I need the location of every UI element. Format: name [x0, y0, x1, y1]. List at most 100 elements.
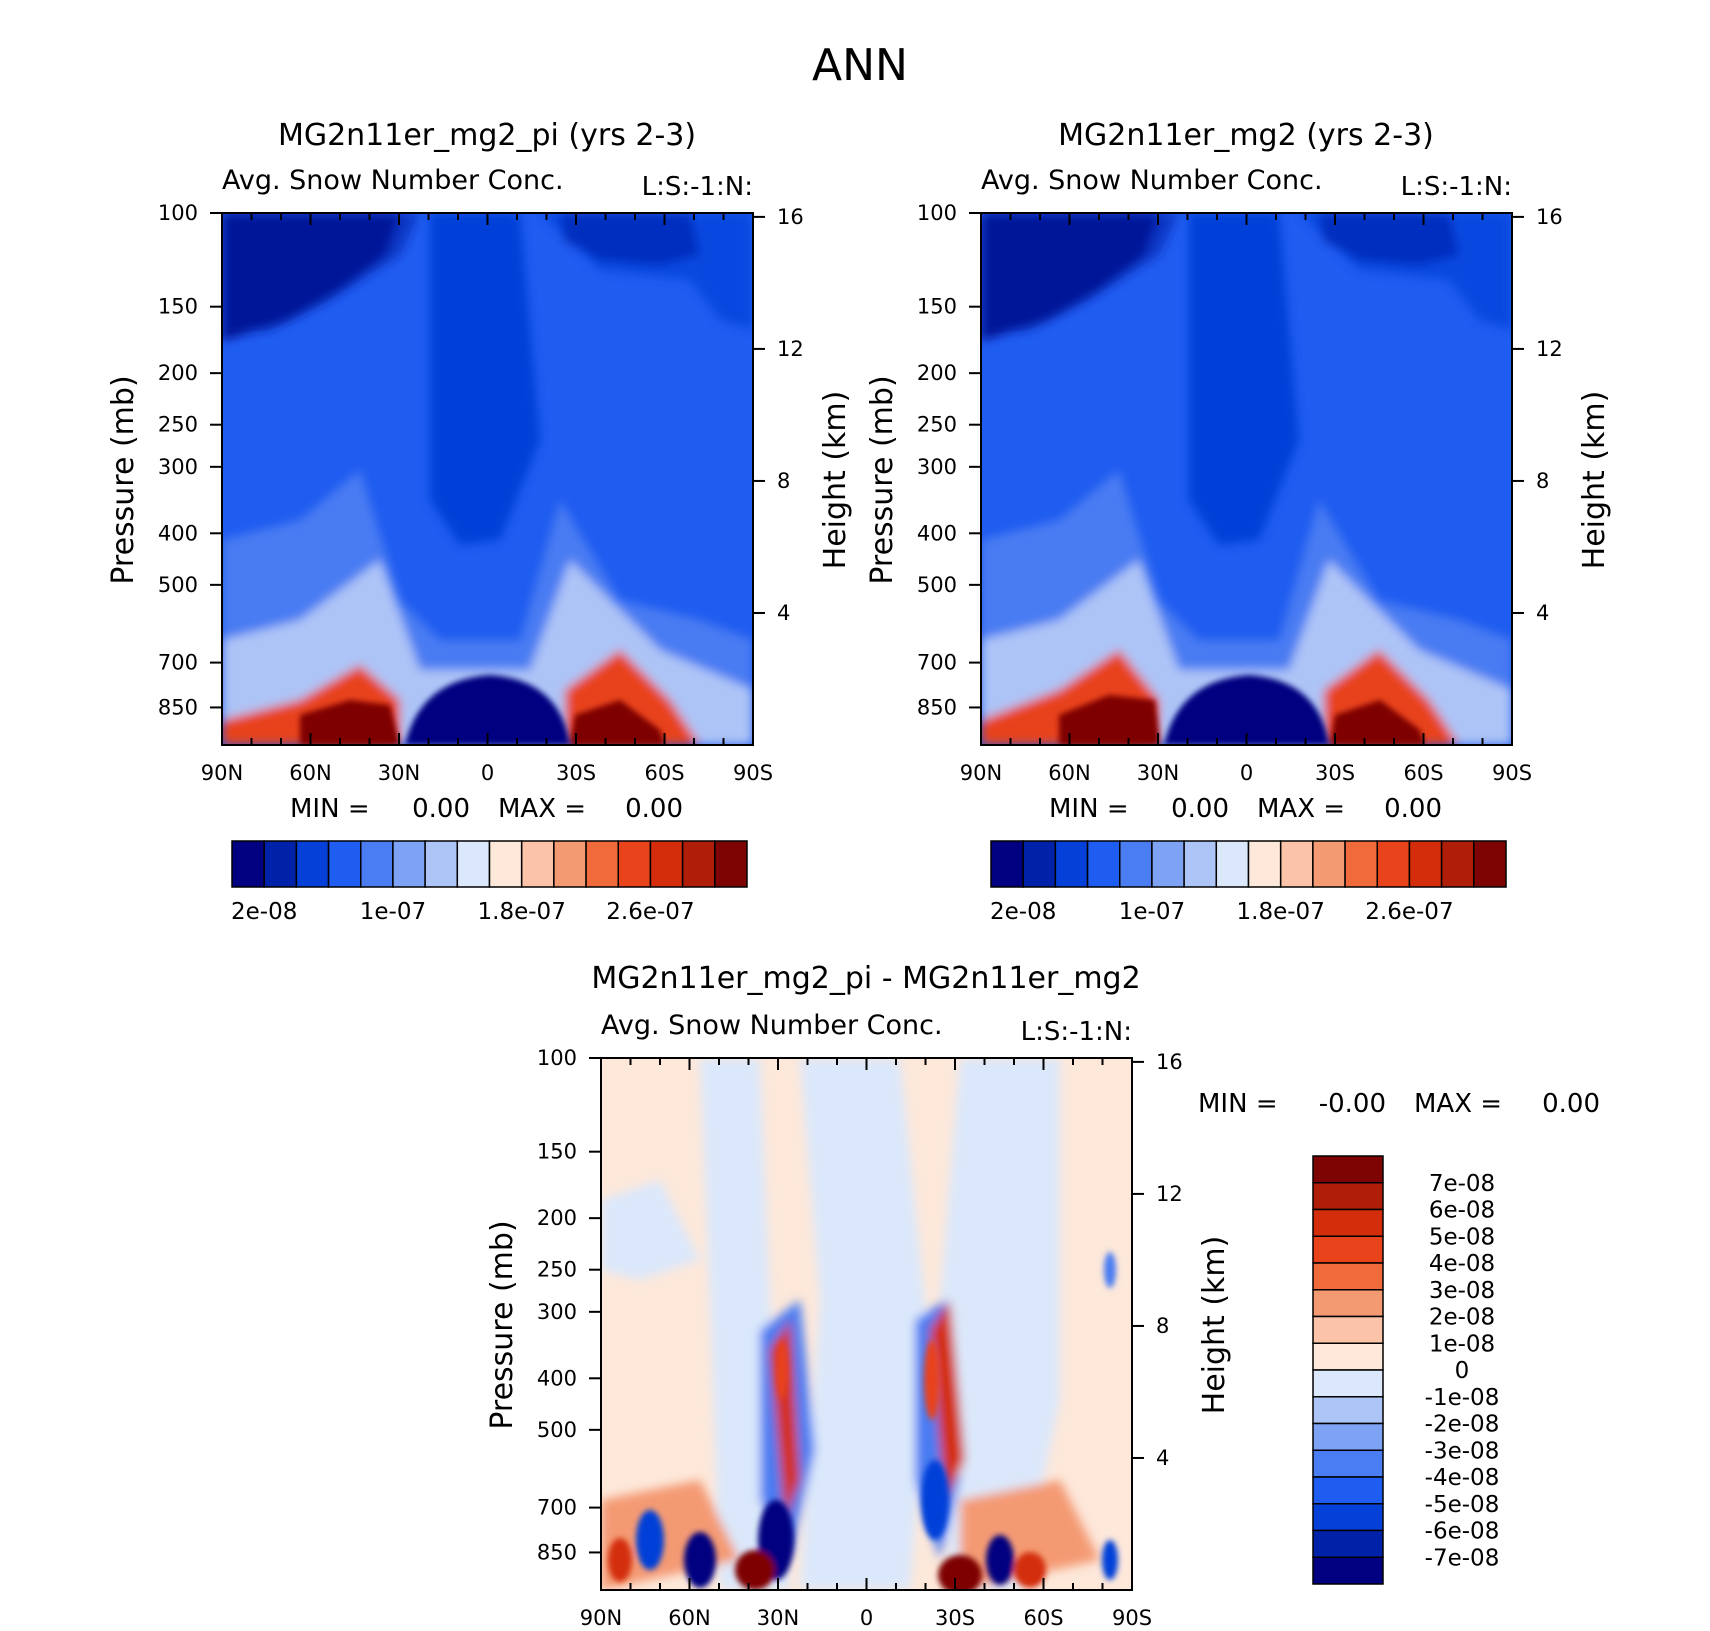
colorbar-label: 2.6e-07 [606, 899, 694, 925]
colorbar-swatch [1119, 840, 1153, 888]
colorbar-label: 1e-07 [360, 899, 426, 925]
y-tick-label: 700 [917, 651, 957, 675]
x-tick-label: 60N [1048, 761, 1090, 785]
colorbar-swatch [649, 840, 684, 888]
colorbar-swatch [1312, 1476, 1384, 1505]
colorbar-swatch [1086, 840, 1121, 888]
y-tick-label: 500 [158, 573, 198, 597]
panel-mg2-max-label: MAX = [1257, 794, 1345, 824]
panel-mg2-title: MG2n11er_mg2 (yrs 2-3) [1058, 118, 1434, 153]
page-title: ANN [812, 40, 908, 91]
colorbar-label: 5e-08 [1429, 1224, 1495, 1250]
colorbar-swatch [553, 840, 587, 888]
panel-mg2-field [981, 213, 1512, 745]
colorbar-label: 2e-08 [1429, 1305, 1495, 1331]
colorbar-swatch [1183, 840, 1218, 888]
panel-diff: MG2n11er_mg2_pi - MG2n11er_mg2 Avg. Snow… [485, 961, 1600, 1630]
colorbar-swatch [456, 840, 491, 888]
colorbar-label: -6e-08 [1425, 1519, 1500, 1545]
colorbar-swatch [1312, 1262, 1384, 1291]
x-tick-label: 90N [580, 1606, 622, 1630]
y-tick-label: 200 [917, 361, 957, 385]
y-tick-label: 300 [537, 1300, 577, 1324]
colorbar-label: 1e-08 [1429, 1331, 1495, 1357]
colorbar-swatch [263, 840, 298, 888]
colorbar-swatch [1312, 1182, 1384, 1211]
panel-pi-colorbar: 2e-08 1e-07 1.8e-07 2.6e-07 [231, 840, 748, 925]
colorbar-swatch [1247, 840, 1282, 888]
colorbar-swatch [1312, 1155, 1384, 1184]
panel-mg2-min-label: MIN = [1049, 794, 1129, 824]
colorbar-swatch [520, 840, 555, 888]
colorbar-swatch [1022, 840, 1057, 888]
y-tick-label: 150 [158, 295, 198, 319]
colorbar-swatch [1312, 1369, 1384, 1398]
neg-band-south [940, 1058, 1060, 1590]
y-tick-label: 200 [537, 1206, 577, 1230]
colorbar-label: -1e-08 [1425, 1385, 1500, 1411]
neg-patch-north-mid [601, 1180, 700, 1280]
y2-tick-label: 4 [1156, 1446, 1169, 1470]
neg-cell [684, 1532, 716, 1588]
x-tick-label: 30N [378, 761, 420, 785]
panel-diff-ylabel: Pressure (mb) [485, 1220, 520, 1429]
y-tick-label: 850 [537, 1540, 577, 1564]
colorbar-swatch [1312, 1342, 1384, 1371]
panel-diff-y2label: Height (km) [1197, 1236, 1232, 1415]
colorbar-label: -2e-08 [1425, 1412, 1500, 1438]
colorbar-label: 2e-08 [990, 899, 1056, 925]
hot-core-south [570, 700, 665, 745]
panel-diff-y2axis: 16 12 8 4 [1132, 1050, 1183, 1470]
y2-tick-label: 8 [777, 469, 790, 493]
y-tick-label: 700 [537, 1496, 577, 1520]
colorbar-label: 1e-07 [1119, 899, 1185, 925]
y-tick-label: 300 [158, 455, 198, 479]
colorbar-label: 2e-08 [231, 899, 297, 925]
panel-mg2-colorbar: 2e-08 1e-07 1.8e-07 2.6e-07 [990, 840, 1507, 925]
panel-mg2: MG2n11er_mg2 (yrs 2-3) Avg. Snow Number … [865, 118, 1612, 925]
y-tick-label: 300 [917, 455, 957, 479]
colorbar-label: 2.6e-07 [1365, 899, 1453, 925]
panel-pi-min-value: 0.00 [412, 794, 470, 824]
panel-pi: MG2n11er_mg2_pi (yrs 2-3) Avg. Snow Numb… [106, 118, 853, 925]
colorbar-swatch [1151, 840, 1185, 888]
y-tick-label: 400 [537, 1366, 577, 1390]
panel-mg2-xaxis: 90N 60N 30N 0 30S 60S 90S [960, 213, 1532, 785]
x-tick-label: 90N [960, 761, 1002, 785]
y-tick-label: 100 [158, 201, 198, 225]
pos-strip-south [930, 1300, 965, 1500]
colorbar-label: -5e-08 [1425, 1492, 1500, 1518]
colorbar-swatch [392, 840, 426, 888]
colorbar-swatch [1376, 840, 1411, 888]
panel-diff-field [601, 1058, 1132, 1590]
colorbar-swatch [488, 840, 523, 888]
y2-tick-label: 8 [1156, 1314, 1169, 1338]
x-tick-label: 0 [481, 761, 494, 785]
colorbar-swatch [585, 840, 619, 888]
panel-diff-min-label: MIN = [1198, 1089, 1278, 1119]
y-tick-label: 850 [158, 695, 198, 719]
panel-mg2-y2label: Height (km) [1577, 391, 1612, 570]
x-tick-label: 60N [289, 761, 331, 785]
hot-core-north [300, 700, 400, 745]
panel-diff-colorbar: 7e-086e-085e-084e-083e-082e-081e-080-1e-… [1312, 1155, 1500, 1585]
panel-pi-subtitle: Avg. Snow Number Conc. [222, 165, 564, 196]
panel-mg2-ylabel: Pressure (mb) [865, 375, 900, 584]
x-tick-label: 60N [668, 1606, 710, 1630]
y-tick-label: 100 [537, 1046, 577, 1070]
neg-cell [1104, 1252, 1116, 1288]
colorbar-swatch [360, 840, 394, 888]
colorbar-swatch [714, 840, 748, 888]
panel-diff-min-value: -0.00 [1319, 1089, 1386, 1119]
y-tick-label: 250 [917, 413, 957, 437]
panel-diff-xaxis: 90N 60N 30N 0 30S 60S 90S [580, 1058, 1152, 1630]
colorbar-label: 4e-08 [1429, 1251, 1495, 1277]
x-tick-label: 30S [556, 761, 596, 785]
colorbar-swatch [1312, 1208, 1384, 1237]
pos-cell [924, 1340, 940, 1420]
cold-dome-equator [1164, 675, 1329, 745]
colorbar-label: -7e-08 [1425, 1545, 1500, 1571]
upper-band-south [1299, 213, 1512, 330]
upper-band-north [222, 213, 420, 335]
y-tick-label: 500 [537, 1418, 577, 1442]
